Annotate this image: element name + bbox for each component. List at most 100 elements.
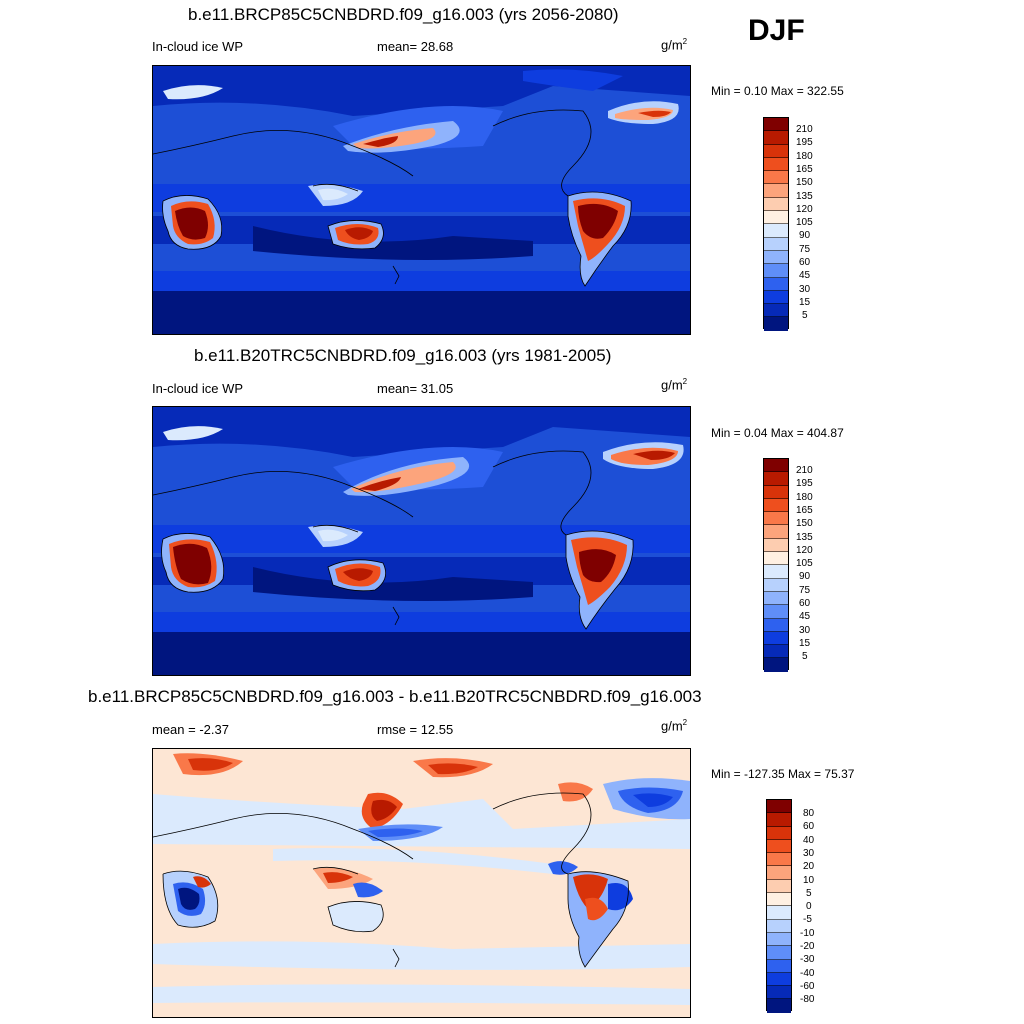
colorbar-tick: 210 xyxy=(796,465,813,476)
panel-title: b.e11.B20TRC5CNBDRD.f09_g16.003 (yrs 198… xyxy=(194,346,612,365)
colorbar-swatch xyxy=(764,224,788,238)
colorbar-tick: 195 xyxy=(796,478,813,490)
colorbar-swatch xyxy=(767,853,791,867)
colorbar-swatch xyxy=(767,879,791,894)
min-max-label: Min = 0.10 Max = 322.55 xyxy=(711,84,844,98)
colorbar-swatch xyxy=(764,472,788,486)
colorbar-tick: 5 xyxy=(802,310,808,322)
colorbar-tick: 5 xyxy=(802,651,808,663)
colorbar-tick: 165 xyxy=(796,504,813,516)
colorbar-swatch xyxy=(764,658,788,672)
colorbar-swatch xyxy=(767,999,791,1013)
colorbar-swatch xyxy=(764,645,788,659)
colorbar-swatch xyxy=(764,552,788,566)
colorbar-tick: 180 xyxy=(796,491,813,503)
colorbar-tick: 10 xyxy=(803,874,815,886)
colorbar-swatch xyxy=(767,932,791,947)
map-field xyxy=(153,749,690,1017)
colorbar-swatch xyxy=(767,986,791,1000)
map-field xyxy=(153,66,690,334)
colorbar-tick: 120 xyxy=(796,203,813,215)
colorbar-swatch xyxy=(764,118,788,132)
colorbar-tick: 150 xyxy=(796,177,813,189)
map-field xyxy=(153,407,690,675)
colorbar-tick: 80 xyxy=(803,808,815,819)
colorbar-swatch xyxy=(764,485,788,499)
colorbar-swatch xyxy=(764,605,788,619)
colorbar-swatch xyxy=(767,866,791,880)
colorbar-swatch xyxy=(764,591,788,606)
colorbar-future xyxy=(763,117,789,331)
colorbar-swatch xyxy=(767,826,791,840)
colorbar-tick: -60 xyxy=(800,980,815,992)
colorbar-swatch xyxy=(764,459,788,473)
colorbar-tick: 45 xyxy=(799,611,811,623)
colorbar-swatch xyxy=(764,184,788,198)
mean-label: mean= 28.68 xyxy=(377,39,454,54)
colorbar-tick: 165 xyxy=(796,163,813,175)
colorbar-swatch xyxy=(764,264,788,278)
colorbar-tick: 30 xyxy=(799,283,811,295)
colorbar-tick: 15 xyxy=(799,296,811,308)
colorbar-tick: 210 xyxy=(796,124,813,135)
map-future xyxy=(152,65,691,335)
colorbar-swatch xyxy=(764,277,788,291)
colorbar-tick: 135 xyxy=(796,190,813,202)
colorbar-tick: 60 xyxy=(799,257,811,268)
units-label: g/m2 xyxy=(661,37,688,53)
units-label: g/m2 xyxy=(661,718,688,734)
colorbar-swatch xyxy=(767,813,791,827)
colorbar-swatch xyxy=(764,144,788,158)
colorbar-swatch xyxy=(764,525,788,539)
colorbar-difference xyxy=(766,799,792,1013)
colorbar-tick: -10 xyxy=(800,927,815,939)
mean-label: mean = -2.37 xyxy=(152,722,229,737)
colorbar-swatch xyxy=(764,578,788,592)
rmse-label: rmse = 12.55 xyxy=(377,722,454,737)
mean-label: mean= 31.05 xyxy=(377,381,454,396)
colorbar-swatch xyxy=(764,171,788,185)
colorbar-historical xyxy=(763,458,789,672)
colorbar-tick: -20 xyxy=(800,941,815,952)
colorbar-swatch xyxy=(764,250,788,265)
map-difference xyxy=(152,748,691,1018)
colorbar-tick: 20 xyxy=(803,861,815,873)
colorbar-tick: 30 xyxy=(803,847,815,859)
min-max-label: Min = 0.04 Max = 404.87 xyxy=(711,426,844,440)
colorbar-swatch xyxy=(764,317,788,331)
colorbar-swatch xyxy=(767,946,791,960)
colorbar-swatch xyxy=(764,631,788,646)
colorbar-tick: 180 xyxy=(796,150,813,162)
colorbar-swatch xyxy=(764,498,788,513)
colorbar-swatch xyxy=(764,304,788,318)
colorbar-tick: 135 xyxy=(796,531,813,543)
colorbar-swatch xyxy=(764,197,788,212)
variable-label: In-cloud ice WP xyxy=(152,39,244,54)
colorbar-tick: 105 xyxy=(796,558,813,570)
colorbar-tick: 75 xyxy=(799,243,811,255)
colorbar-swatch xyxy=(767,839,791,854)
colorbar-tick: 75 xyxy=(799,584,811,596)
colorbar-tick: 90 xyxy=(799,571,811,583)
colorbar-tick: 0 xyxy=(806,901,812,913)
colorbar-swatch xyxy=(764,211,788,225)
colorbar-tick: -40 xyxy=(800,967,815,979)
panel-title: b.e11.BRCP85C5CNBDRD.f09_g16.003 - b.e11… xyxy=(88,687,702,706)
colorbar-swatch xyxy=(764,538,788,553)
colorbar-swatch xyxy=(767,906,791,920)
colorbar-swatch xyxy=(767,972,791,987)
colorbar-tick: 60 xyxy=(799,598,811,609)
colorbar-tick: -5 xyxy=(803,914,812,926)
colorbar-swatch xyxy=(764,512,788,526)
min-max-label: Min = -127.35 Max = 75.37 xyxy=(711,767,855,781)
colorbar-tick: -80 xyxy=(800,994,815,1006)
season-label: DJF xyxy=(748,14,805,47)
colorbar-tick: 45 xyxy=(799,270,811,282)
colorbar-swatch xyxy=(767,800,791,814)
colorbar-swatch xyxy=(767,893,791,907)
panel-title: b.e11.BRCP85C5CNBDRD.f09_g16.003 (yrs 20… xyxy=(188,5,619,24)
colorbar-tick: 90 xyxy=(799,230,811,242)
colorbar-tick: -30 xyxy=(800,954,815,966)
colorbar-tick: 60 xyxy=(803,821,815,833)
colorbar-swatch xyxy=(767,959,791,973)
